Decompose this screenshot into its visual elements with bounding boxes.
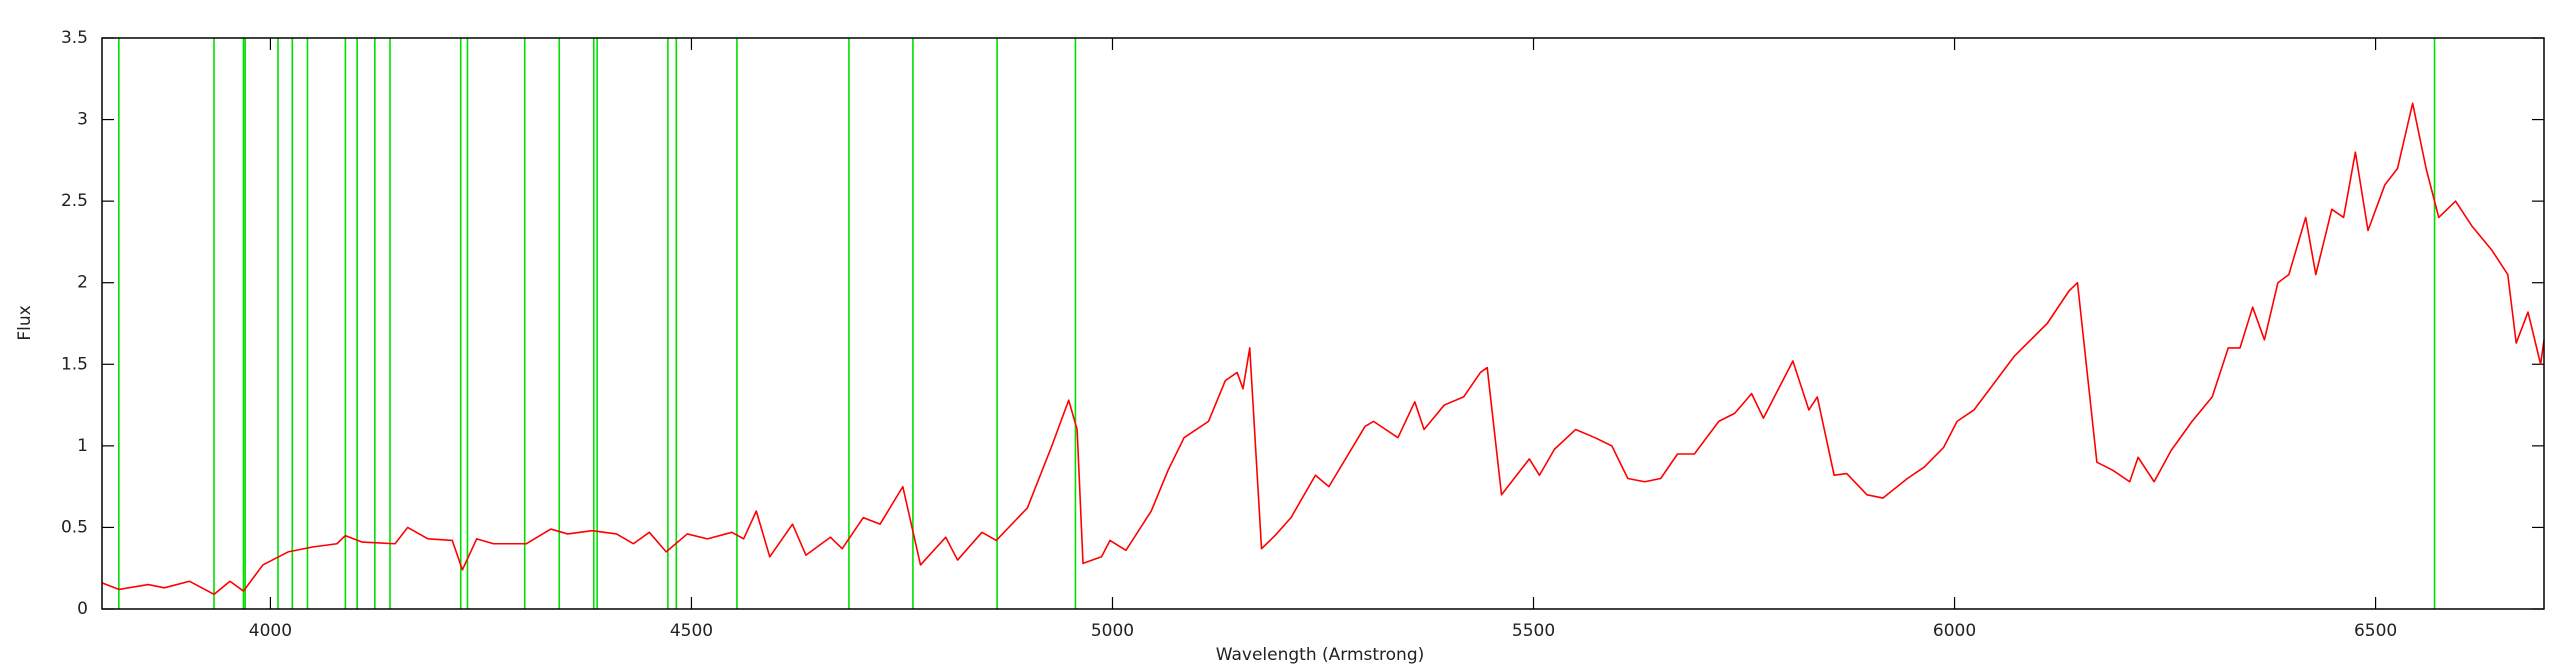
x-tick-label: 4500 [670, 621, 713, 641]
x-tick-label: 5000 [1091, 621, 1134, 641]
y-tick-label: 1 [77, 436, 88, 456]
x-axis-label: Wavelength (Armstrong) [1216, 645, 1425, 665]
x-tick-label: 5500 [1512, 621, 1555, 641]
y-axis-label: Flux [15, 305, 35, 340]
y-tick-label: 0 [77, 599, 88, 619]
x-tick-label: 6000 [1933, 621, 1976, 641]
y-tick-label: 2.5 [61, 191, 88, 211]
y-tick-label: 3 [77, 110, 88, 130]
y-tick-label: 0.5 [61, 517, 88, 537]
x-tick-label: 4000 [249, 621, 292, 641]
y-tick-label: 1.5 [61, 354, 88, 374]
x-tick-label: 6500 [2354, 621, 2397, 641]
plot-frame [101, 37, 2545, 610]
y-tick-label: 3.5 [61, 28, 88, 48]
y-tick-label: 2 [77, 273, 88, 293]
spectrum-line [101, 102, 2545, 596]
